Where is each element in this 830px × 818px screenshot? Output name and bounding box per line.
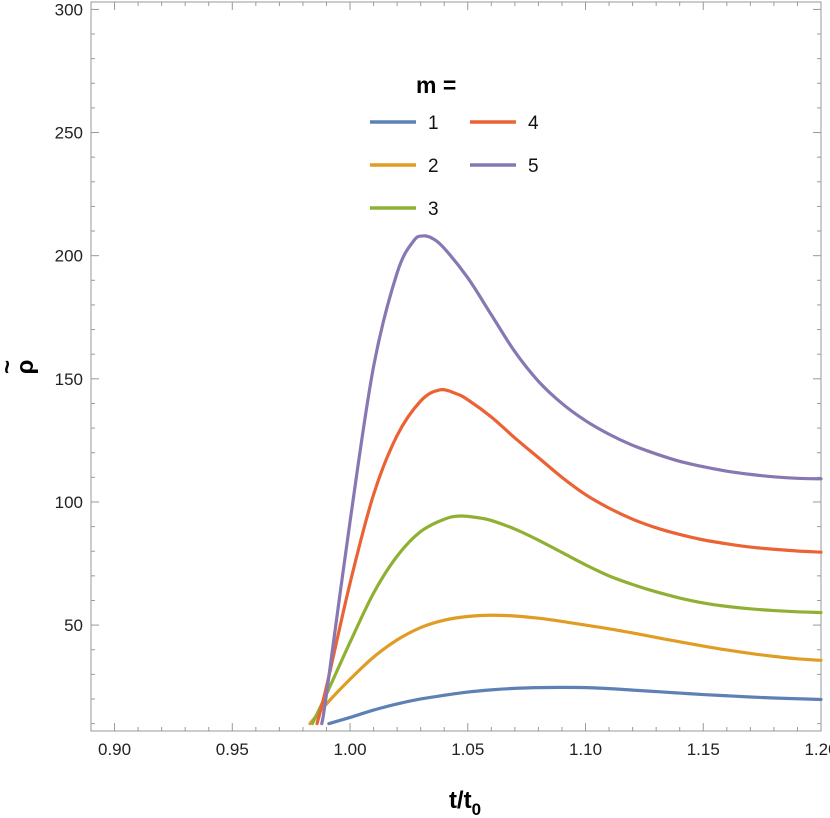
legend-items: 1 2 3 4 5 xyxy=(370,113,539,220)
series-layer xyxy=(308,234,823,726)
x-tick-label: 1.15 xyxy=(687,740,720,759)
series-line-m-5 xyxy=(320,234,823,726)
y-tick-label: 300 xyxy=(55,0,83,19)
legend-label-m-5: 5 xyxy=(528,156,539,177)
series-line-m-2 xyxy=(308,613,823,726)
x-tick-label: 0.90 xyxy=(98,740,131,759)
legend-label-m-1: 1 xyxy=(428,113,439,134)
y-tick-label: 100 xyxy=(55,493,83,512)
series-line-m-1 xyxy=(327,685,823,726)
x-axis-ticks: 0.90 0.95 1.00 1.05 1.10 1.15 1.20 xyxy=(90,2,830,759)
x-tick-label: 1.10 xyxy=(569,740,602,759)
legend: m = 1 2 3 4 5 xyxy=(370,72,539,220)
x-axis-title: t/t0 xyxy=(449,787,481,818)
y-axis-ticks: 50 100 150 200 250 300 xyxy=(55,0,821,725)
x-tick-label: 1.05 xyxy=(451,740,484,759)
x-axis-title-subscript: 0 xyxy=(472,800,481,818)
y-tick-label: 250 xyxy=(55,124,83,143)
x-tick-label: 1.20 xyxy=(804,740,830,759)
y-tick-label: 50 xyxy=(64,616,83,635)
y-tick-label: 200 xyxy=(55,247,83,266)
y-axis-title: ρ ~ xyxy=(0,360,39,375)
legend-label-m-4: 4 xyxy=(528,113,539,134)
y-axis-title-accent: ~ xyxy=(0,360,21,374)
series-line-m-4 xyxy=(315,388,823,726)
legend-title: m = xyxy=(416,72,456,98)
plot-frame xyxy=(90,1,822,732)
legend-label-m-2: 2 xyxy=(428,156,439,177)
series-line-m-3 xyxy=(310,514,823,726)
legend-label-m-3: 3 xyxy=(428,199,439,220)
y-tick-label: 150 xyxy=(55,370,83,389)
x-tick-label: 1.00 xyxy=(333,740,366,759)
x-tick-label: 0.95 xyxy=(216,740,249,759)
x-axis-title-main: t/t xyxy=(449,787,472,814)
y-axis-title-symbol: ρ xyxy=(12,360,39,375)
